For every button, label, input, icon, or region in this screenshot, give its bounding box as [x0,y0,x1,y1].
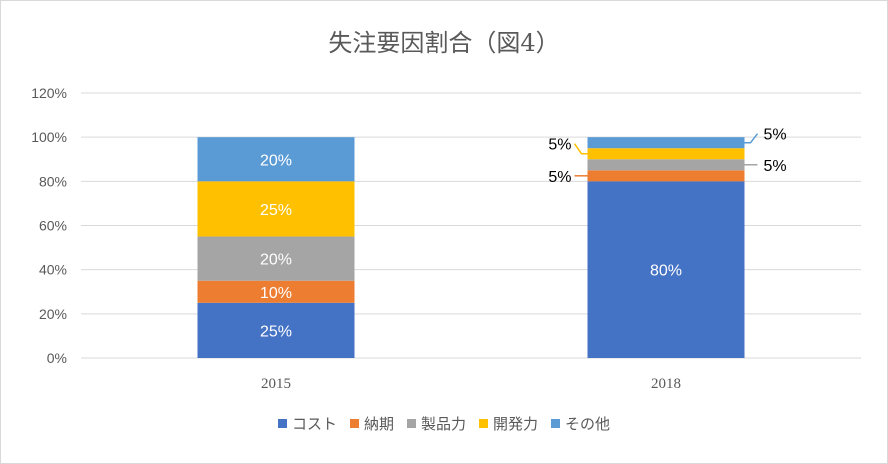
data-label: 25% [260,323,292,340]
y-axis-ticks: 0% 20% 40% 60% 80% 100% 120% [31,85,67,366]
bar-segment [587,170,745,182]
data-label: 5% [764,127,787,144]
y-tick-label: 0% [47,350,67,366]
y-tick-label: 40% [39,262,67,278]
data-label: 25% [260,202,292,219]
x-tick-label: 2018 [651,376,681,392]
data-labels: 25% 10% 20% 25% 20% 80% 5% 5% 5% 5% [260,127,787,341]
legend-swatch [350,419,359,428]
y-tick-label: 20% [39,306,67,322]
bar-segment [197,181,355,237]
y-tick-label: 120% [31,85,67,101]
legend-label: その他 [565,415,610,433]
legend-item: その他 [551,415,610,433]
legend-label: 納期 [364,415,394,433]
bar-segment [197,302,355,358]
bar-segment [197,280,355,303]
y-tick-label: 60% [39,218,67,234]
legend: コスト 納期 製品力 開発力 その他 [278,415,610,433]
legend-item: 納期 [350,415,394,433]
leader-line [573,143,588,155]
bar-segment [587,159,745,171]
legend-item: 製品力 [407,415,466,433]
y-tick-label: 100% [31,129,67,145]
legend-item: 開発力 [479,415,538,433]
bars [197,137,745,358]
data-label: 5% [548,137,571,154]
data-label: 20% [260,252,292,269]
chart-title: 失注要因割合（図4） [328,29,559,57]
bar-segment [587,137,745,149]
leader-line [744,133,759,144]
legend-label: 開発力 [493,415,538,433]
legend-swatch [407,419,416,428]
bar-segment [197,236,355,281]
data-label: 80% [650,263,682,280]
bar-segment [587,181,745,358]
x-tick-label: 2015 [261,376,291,392]
data-label: 5% [764,158,787,175]
legend-label: 製品力 [421,415,466,433]
bar-segment [197,137,355,182]
data-label: 5% [548,169,571,186]
x-axis-ticks: 2015 2018 [261,376,681,392]
y-tick-label: 80% [39,173,67,189]
legend-label: コスト [292,415,337,433]
bar-segment [587,148,745,160]
legend-item: コスト [278,415,337,433]
data-label: 10% [260,285,292,302]
data-label: 20% [260,152,292,169]
legend-swatch [551,419,560,428]
legend-swatch [278,419,287,428]
legend-swatch [479,419,488,428]
